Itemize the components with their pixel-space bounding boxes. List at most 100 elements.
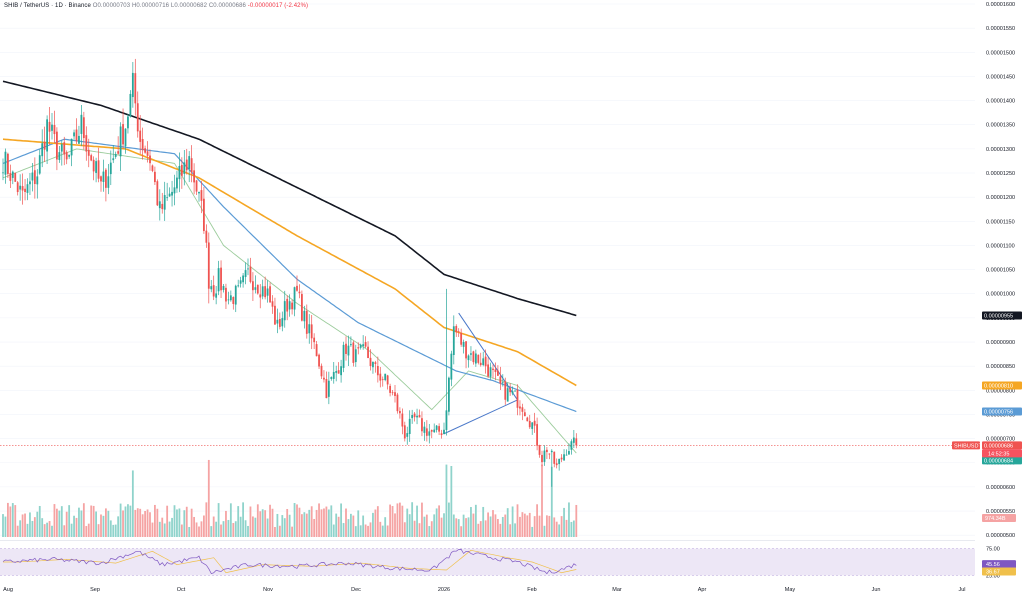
volume-bar [136,508,139,537]
candle-body [448,377,450,412]
volume-bar [185,506,188,537]
volume-bar [80,510,83,537]
volume-bar [43,524,46,537]
candle-body [16,182,19,193]
ma50-line [2,138,577,413]
candle-body [342,344,345,368]
candle-body [548,453,551,455]
candle-body [112,158,115,161]
volume-bar [550,466,553,537]
candle-body [58,152,61,160]
volume-bar [78,507,80,537]
volume-bar [26,523,29,537]
candle-body [109,162,112,175]
volume-bar [225,510,227,537]
x-tick-label: May [785,587,796,593]
candle-body [509,388,512,393]
volume-bar [158,521,161,537]
y-tick-label: 0.00001600 [986,2,1015,8]
candle-body [413,413,416,418]
candle-body [222,285,225,290]
candle-body [195,180,198,192]
volume-bar [416,505,418,537]
candle-body [403,425,406,439]
candle-body [484,356,487,367]
candle-body [134,73,137,104]
volume-bar [558,524,561,537]
candle-body [220,267,222,291]
candle-body [452,326,455,356]
symbol-label[interactable]: SHIB / TetherUS · 1D · Binance [4,3,91,9]
candle-body [379,373,382,381]
volume-bar [421,502,423,537]
volume-bar [423,516,426,537]
candle-body [29,181,31,185]
candle-body [85,135,88,152]
volume-bar [418,523,421,537]
candle-body [435,425,438,430]
candle-body [33,170,36,184]
volume-bar [112,524,115,537]
candle-body [2,172,4,174]
candle-body [445,410,448,430]
y-tick-label: 0.00001300 [986,147,1015,153]
volume-bar [457,519,460,537]
candle-body [171,191,173,196]
volume-bar [406,508,409,537]
candle-body [281,318,284,327]
candle-body [428,431,431,436]
volume-bars [2,459,578,537]
candle-body [543,450,546,462]
volume-bar [244,520,247,537]
volume-bar [293,503,296,537]
volume-bar [161,517,164,537]
volume-bar [340,503,342,537]
volume-bar [166,505,169,537]
candle-body [474,353,477,364]
candle-body [494,369,497,373]
volume-bar [205,502,208,537]
candle-body [425,428,428,436]
volume-bar [460,526,463,537]
candle-body [193,170,195,183]
volume-bar [374,509,377,537]
volume-bar [232,523,235,537]
volume-bar [51,525,53,537]
candle-body [303,310,306,322]
candle-body [210,286,213,290]
candle-body [124,128,127,147]
volume-bar [396,503,399,537]
candle-body [53,125,56,135]
candle-body [288,301,291,310]
candle-body [24,188,26,193]
candle-body [350,344,352,346]
volume-bar [195,522,198,537]
volume-bar [7,502,9,537]
candle-body [401,413,404,427]
volume-bar [9,506,12,537]
volume-bar [48,521,51,537]
candle-body [114,153,117,157]
candle-body [423,426,426,433]
rsi-band-fill [0,548,975,576]
volume-bar [127,504,129,537]
volume-bar [119,503,122,537]
candle-body [514,390,516,392]
volume-bar [124,506,127,537]
candle-body [313,337,316,343]
volume-bar [46,522,48,537]
volume-bar [215,521,218,537]
ma100-line [2,138,577,387]
volume-bar [389,504,391,537]
volume-bar [288,514,291,537]
candle-body [266,288,269,296]
rsi-value-label: 45.56 [986,562,1000,568]
candle-body [283,301,286,321]
candle-body [207,242,210,289]
volume-bar [345,508,347,537]
volume-bar [320,509,323,537]
candle-body [180,164,183,176]
candle-body [430,429,433,432]
x-tick-label: Jul [958,587,965,593]
candle-body [504,381,507,400]
